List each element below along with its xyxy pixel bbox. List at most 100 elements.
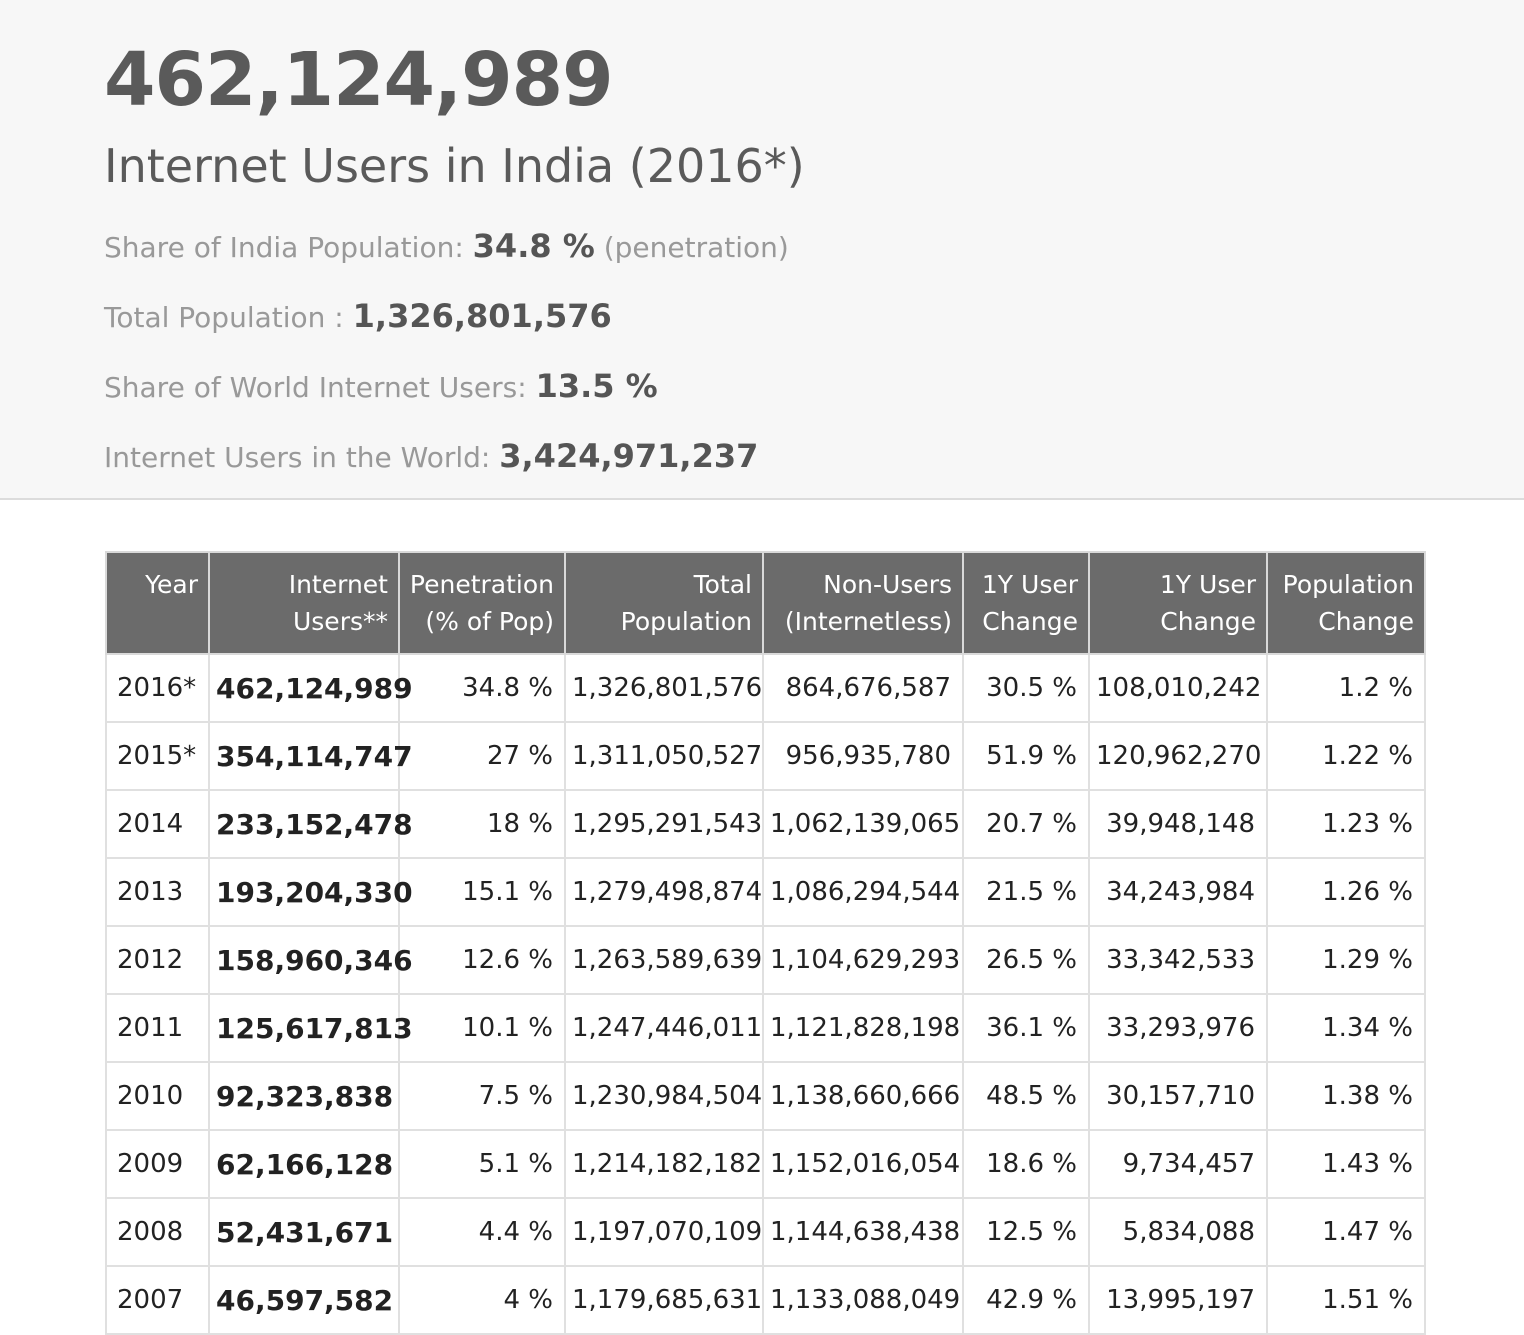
cell-total-population: 1,263,589,639 (564, 925, 764, 995)
cell-non-users: 1,133,088,049 (762, 1265, 964, 1335)
cell-non-users: 1,138,660,666 (762, 1061, 964, 1131)
cell-total-population: 1,326,801,576 (564, 653, 764, 723)
cell-1y-change: 34,243,984 (1088, 857, 1268, 927)
table-row: 2013 193,204,330 15.1 % 1,279,498,874 1,086,… (105, 857, 1426, 927)
cell-1y-change: 5,834,088 (1088, 1197, 1268, 1267)
share-population-stat: Share of India Population: 34.8 % (penet… (104, 226, 789, 268)
cell-population-change: 1.29 % (1266, 925, 1426, 995)
cell-1y-change: 9,734,457 (1088, 1129, 1268, 1199)
cell-1y-change-pct: 51.9 % (962, 721, 1090, 791)
cell-penetration: 5.1 % (398, 1129, 566, 1199)
cell-1y-change-pct: 21.5 % (962, 857, 1090, 927)
summary-panel: 462,124,989 Internet Users in India (201… (0, 0, 1524, 500)
table-row: 2016* 462,124,989 34.8 % 1,326,801,576 864,6… (105, 653, 1426, 723)
header-label-line: Population (620, 607, 752, 636)
share-world-value: 13.5 % (535, 367, 658, 405)
cell-year: 2007 (105, 1265, 210, 1335)
cell-internet-users: 233,152,478 (208, 789, 413, 859)
cell-year: 2008 (105, 1197, 210, 1267)
internet-users-count: 462,124,989 (104, 37, 614, 123)
table-row: 2010 92,323,838 7.5 % 1,230,984,504 1,138,66… (105, 1061, 1426, 1131)
cell-non-users: 1,144,638,438 (762, 1197, 964, 1267)
header-label-line: 1Y User (1159, 570, 1256, 599)
header-population-change: Population Change (1266, 551, 1426, 655)
header-label-line: Penetration (409, 570, 554, 599)
share-population-note: (penetration) (594, 231, 789, 264)
header-label-line: (Internetless) (784, 607, 952, 636)
cell-non-users: 1,121,828,198 (762, 993, 964, 1063)
world-users-stat: Internet Users in the World: 3,424,971,2… (104, 436, 758, 478)
cell-internet-users: 52,431,671 (208, 1197, 400, 1267)
header-internet-users: Internet Users** (208, 551, 400, 655)
cell-non-users: 1,104,629,293 (762, 925, 964, 995)
table-row: 2007 46,597,582 4 % 1,179,685,631 1,133,088,… (105, 1265, 1426, 1335)
header-non-users: Non-Users (Internetless) (762, 551, 964, 655)
table-row: 2015* 354,114,747 27 % 1,311,050,527 956,935… (105, 721, 1426, 791)
cell-internet-users: 92,323,838 (208, 1061, 400, 1131)
cell-population-change: 1.26 % (1266, 857, 1426, 927)
internet-users-table: Year Internet Users** Penetration (% of Pop)… (105, 551, 1426, 1335)
table-body: 2016* 462,124,989 34.8 % 1,326,801,576 864,6… (105, 653, 1426, 1335)
cell-1y-change-pct: 18.6 % (962, 1129, 1090, 1199)
world-users-label: Internet Users in the World: (104, 441, 500, 474)
cell-population-change: 1.38 % (1266, 1061, 1426, 1131)
cell-1y-change-pct: 12.5 % (962, 1197, 1090, 1267)
cell-1y-change: 33,293,976 (1088, 993, 1268, 1063)
cell-1y-change: 33,342,533 (1088, 925, 1268, 995)
cell-non-users: 1,086,294,544 (762, 857, 964, 927)
cell-penetration: 7.5 % (398, 1061, 566, 1131)
cell-non-users: 1,062,139,065 (762, 789, 964, 859)
table-row: 2011 125,617,813 10.1 % 1,247,446,011 1,121,… (105, 993, 1426, 1063)
cell-penetration: 4.4 % (398, 1197, 566, 1267)
cell-penetration: 34.8 % (398, 653, 566, 723)
cell-1y-change: 13,995,197 (1088, 1265, 1268, 1335)
header-label-line: Year (145, 570, 198, 599)
cell-penetration: 18 % (398, 789, 566, 859)
cell-population-change: 1.34 % (1266, 993, 1426, 1063)
cell-1y-change-pct: 26.5 % (962, 925, 1090, 995)
header-penetration: Penetration (% of Pop) (398, 551, 566, 655)
header-label-line: Change (1318, 607, 1414, 636)
cell-internet-users: 193,204,330 (208, 857, 413, 927)
cell-year: 2010 (105, 1061, 210, 1131)
share-population-value: 34.8 % (472, 227, 595, 265)
table-header-row: Year Internet Users** Penetration (% of Pop)… (105, 551, 1426, 655)
cell-1y-change-pct: 42.9 % (962, 1265, 1090, 1335)
cell-non-users: 956,935,780 (762, 721, 964, 791)
cell-population-change: 1.51 % (1266, 1265, 1426, 1335)
cell-1y-change-pct: 20.7 % (962, 789, 1090, 859)
cell-penetration: 10.1 % (398, 993, 566, 1063)
cell-internet-users: 62,166,128 (208, 1129, 400, 1199)
cell-1y-change-pct: 48.5 % (962, 1061, 1090, 1131)
cell-1y-change: 30,157,710 (1088, 1061, 1268, 1131)
share-population-label: Share of India Population: (104, 231, 473, 264)
cell-penetration: 4 % (398, 1265, 566, 1335)
header-label-line: Population (1282, 570, 1414, 599)
cell-year: 2009 (105, 1129, 210, 1199)
cell-total-population: 1,279,498,874 (564, 857, 764, 927)
cell-population-change: 1.2 % (1266, 653, 1426, 723)
cell-non-users: 864,676,587 (762, 653, 964, 723)
cell-year: 2011 (105, 993, 210, 1063)
cell-internet-users: 125,617,813 (208, 993, 413, 1063)
header-label-line: (% of Pop) (425, 607, 554, 636)
cell-1y-change: 39,948,148 (1088, 789, 1268, 859)
share-world-label: Share of World Internet Users: (104, 371, 536, 404)
cell-total-population: 1,295,291,543 (564, 789, 764, 859)
cell-population-change: 1.43 % (1266, 1129, 1426, 1199)
table-row: 2009 62,166,128 5.1 % 1,214,182,182 1,152,01… (105, 1129, 1426, 1199)
cell-total-population: 1,247,446,011 (564, 993, 764, 1063)
cell-1y-change-pct: 30.5 % (962, 653, 1090, 723)
cell-total-population: 1,214,182,182 (564, 1129, 764, 1199)
cell-population-change: 1.47 % (1266, 1197, 1426, 1267)
cell-penetration: 12.6 % (398, 925, 566, 995)
cell-penetration: 15.1 % (398, 857, 566, 927)
table-row: 2008 52,431,671 4.4 % 1,197,070,109 1,144,63… (105, 1197, 1426, 1267)
cell-total-population: 1,197,070,109 (564, 1197, 764, 1267)
header-label-line: Total (693, 570, 752, 599)
share-world-stat: Share of World Internet Users: 13.5 % (104, 366, 658, 408)
cell-total-population: 1,311,050,527 (564, 721, 764, 791)
cell-internet-users: 158,960,346 (208, 925, 413, 995)
header-label-line: Internet (288, 570, 388, 599)
cell-year: 2015* (105, 721, 210, 791)
